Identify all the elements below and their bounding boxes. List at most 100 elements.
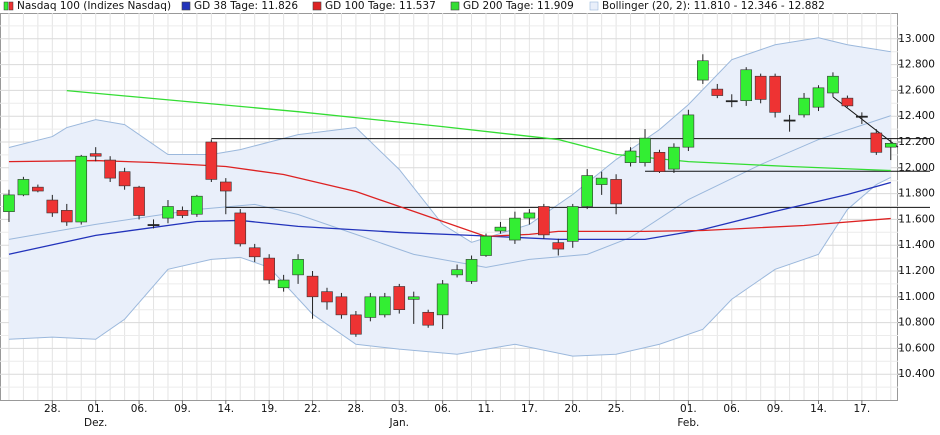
candle-body — [754, 75, 767, 100]
candle-body — [827, 75, 839, 94]
candle-body — [407, 296, 420, 300]
candle-body — [855, 115, 868, 118]
candle-body — [248, 247, 261, 258]
y-tick-label: 13.000 — [898, 33, 935, 45]
candle-body — [451, 269, 463, 276]
y-tick-label: 10.600 — [898, 342, 935, 354]
candle-body — [263, 257, 275, 281]
candle-body — [277, 279, 290, 289]
x-tick-label: 20. — [564, 403, 581, 415]
candle-body — [639, 137, 651, 163]
candle-body — [812, 87, 825, 108]
candle-body — [581, 175, 593, 207]
candle-body — [610, 179, 622, 205]
x-tick-label: 14. — [217, 403, 234, 415]
candle-body — [162, 206, 174, 219]
legend-swatch — [312, 1, 322, 11]
x-tick-label: 01. — [680, 403, 697, 415]
candle-body — [884, 142, 897, 148]
x-tick-label: 17. — [854, 403, 871, 415]
candle-body — [841, 97, 854, 107]
candle-body — [75, 155, 88, 223]
candle-body — [422, 311, 434, 326]
candle-body — [552, 242, 565, 250]
candle-body — [494, 226, 507, 232]
candle-body — [725, 100, 738, 103]
plot-area: 10.400 10.600 10.800 11.000 11.200 11.400 11.6… — [0, 13, 935, 429]
candle-body — [350, 314, 362, 335]
candle-body — [234, 212, 247, 245]
moving-average-line — [66, 90, 891, 172]
candle-body — [335, 296, 348, 316]
candle-body — [798, 97, 810, 116]
legend-label: GD 100 Tage: 11.537 — [325, 0, 436, 12]
x-tick-label: 11. — [478, 403, 495, 415]
candle-body — [393, 286, 406, 311]
moving-average-line — [8, 159, 891, 238]
candle-body — [682, 114, 695, 148]
month-label: Feb. — [677, 417, 699, 429]
legend-swatch — [8, 1, 14, 11]
bollinger-upper — [8, 37, 891, 243]
candle-body — [321, 291, 333, 303]
legend-label: GD 38 Tage: 11.826 — [194, 0, 298, 12]
x-tick-label: 01. — [87, 403, 104, 415]
legend-label: GD 200 Tage: 11.909 — [463, 0, 574, 12]
y-tick-label: 11.800 — [898, 188, 935, 200]
candle-body — [133, 186, 145, 216]
x-tick-label: 03. — [391, 403, 408, 415]
y-tick-label: 11.200 — [898, 265, 935, 277]
month-label: Jan. — [389, 417, 410, 429]
legend-swatch — [589, 1, 599, 11]
bollinger-fill — [8, 37, 891, 357]
legend-label: Bollinger (20, 2): 11.810 - 12.346 - 12.… — [602, 0, 825, 12]
y-tick-label: 10.800 — [898, 317, 935, 329]
moving-average-line — [8, 181, 891, 255]
x-tick-label: 06. — [131, 403, 148, 415]
candle-body — [711, 88, 724, 96]
candle-body — [870, 132, 883, 153]
legend-label: Nasdaq 100 (Indizes Nasdaq) — [17, 0, 171, 12]
y-tick-label: 12.000 — [898, 162, 935, 174]
candle-body — [668, 146, 680, 170]
y-tick-label: 12.200 — [898, 136, 935, 148]
bollinger-lower — [8, 177, 891, 357]
candle-body — [205, 141, 218, 180]
y-tick-label: 10.400 — [898, 368, 935, 380]
month-label: Dez. — [84, 417, 107, 429]
candle-body — [17, 179, 30, 196]
legend-swatch — [450, 1, 460, 11]
bollinger-middle — [8, 115, 891, 268]
y-tick-label: 11.000 — [898, 291, 935, 303]
candle-body — [220, 181, 232, 192]
x-tick-label: 17. — [521, 403, 538, 415]
legend-swatch — [181, 1, 191, 11]
y-tick-label: 12.800 — [898, 59, 935, 71]
x-tick-label: 14. — [810, 403, 827, 415]
legend-swatch — [3, 1, 9, 11]
candle-body — [697, 60, 709, 81]
x-tick-label: 09. — [174, 403, 191, 415]
x-tick-label: 19. — [261, 403, 278, 415]
candle-body — [147, 224, 160, 226]
candle-body — [509, 217, 521, 241]
candle-body — [60, 210, 73, 223]
x-tick-label: 25. — [608, 403, 625, 415]
candle-body — [191, 195, 203, 215]
candle-body — [364, 296, 377, 318]
y-tick-label: 12.400 — [898, 110, 935, 122]
candle-body — [379, 296, 391, 316]
candle-body — [523, 212, 536, 219]
candle-body — [306, 275, 319, 298]
y-tick-label: 11.600 — [898, 213, 935, 225]
candle-body — [653, 152, 666, 172]
candle-body — [3, 194, 15, 212]
x-tick-label: 22. — [304, 403, 321, 415]
candle-body — [783, 119, 796, 122]
candle-body — [566, 206, 579, 242]
candle-body — [89, 153, 102, 157]
candle-body — [595, 177, 608, 185]
x-tick-label: 06. — [723, 403, 740, 415]
x-tick-label: 09. — [767, 403, 784, 415]
